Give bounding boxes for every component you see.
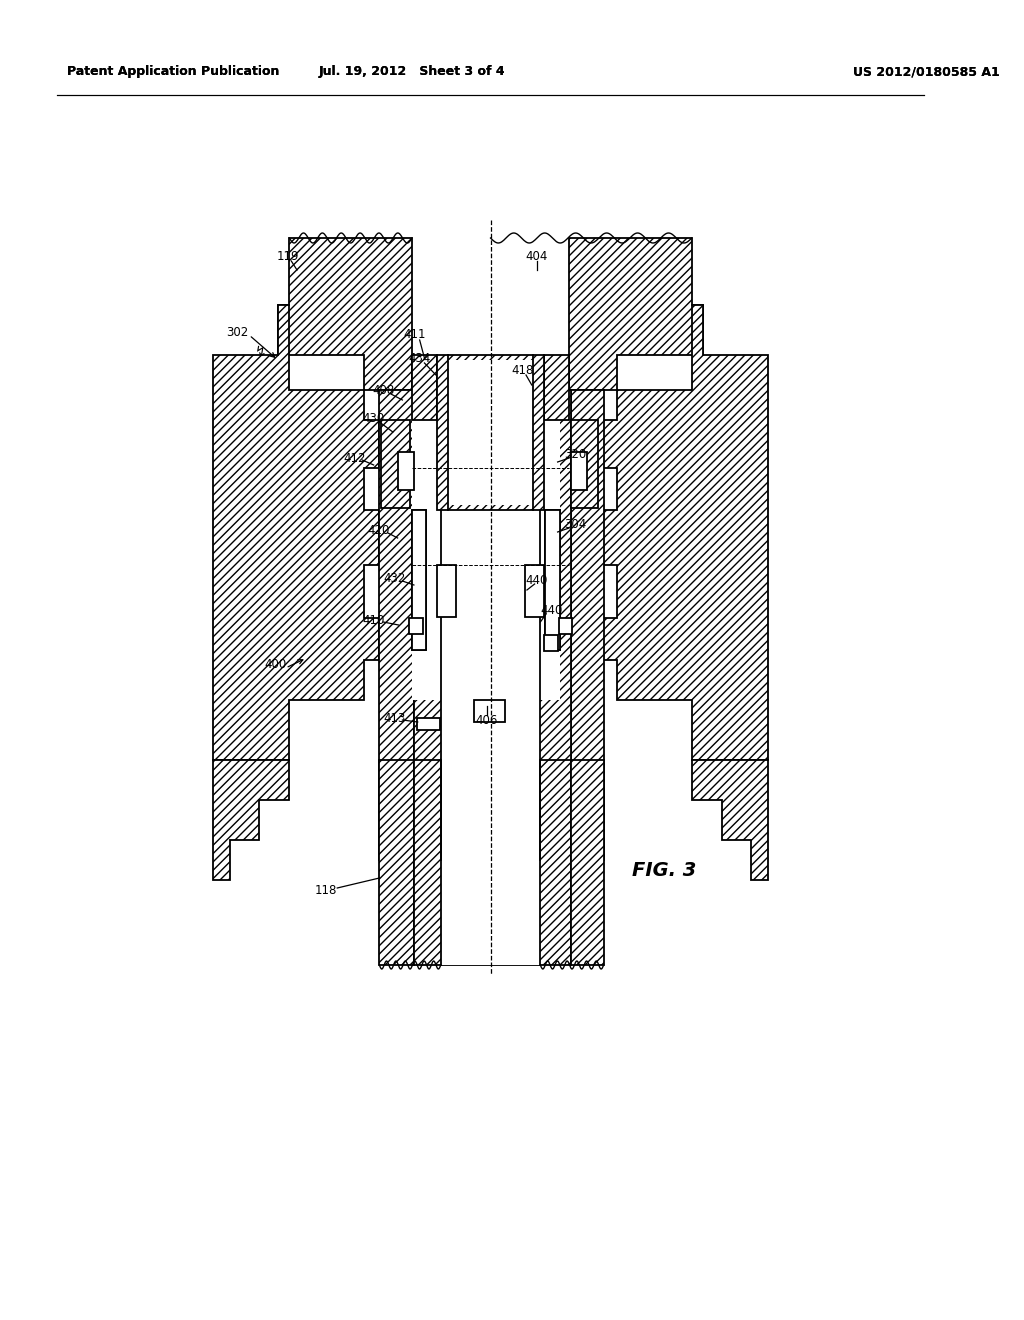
Text: Jul. 19, 2012   Sheet 3 of 4: Jul. 19, 2012 Sheet 3 of 4 <box>318 66 505 78</box>
Text: 430: 430 <box>362 412 385 425</box>
Bar <box>440 389 541 861</box>
Bar <box>544 355 569 420</box>
Bar <box>417 718 439 730</box>
Polygon shape <box>213 305 380 760</box>
Text: 119: 119 <box>276 249 299 263</box>
Text: US 2012/0180585 A1: US 2012/0180585 A1 <box>853 66 999 78</box>
Bar <box>545 510 559 649</box>
Bar <box>571 389 603 861</box>
Bar <box>525 565 544 616</box>
Bar <box>414 760 571 965</box>
Bar <box>440 760 541 965</box>
Text: 434: 434 <box>409 351 431 364</box>
Bar <box>380 389 414 861</box>
Text: 410: 410 <box>362 614 385 627</box>
Text: 412: 412 <box>343 451 366 465</box>
Bar <box>544 635 558 651</box>
Bar <box>437 565 456 616</box>
Text: 302: 302 <box>226 326 249 338</box>
Bar <box>545 510 559 649</box>
Text: US 2012/0180585 A1: US 2012/0180585 A1 <box>853 66 999 78</box>
Text: Patent Application Publication: Patent Application Publication <box>67 66 280 78</box>
Text: 432: 432 <box>384 572 406 585</box>
Text: 304: 304 <box>564 519 586 532</box>
Text: 440: 440 <box>541 603 563 616</box>
Bar <box>412 355 437 420</box>
Bar <box>414 389 571 861</box>
Text: 440: 440 <box>525 573 548 586</box>
Bar <box>412 355 559 700</box>
Bar <box>412 510 426 649</box>
Bar <box>410 618 423 634</box>
Bar <box>437 355 544 420</box>
Polygon shape <box>569 238 703 389</box>
Bar <box>397 451 414 490</box>
Text: ↯: ↯ <box>255 345 266 359</box>
Text: 406: 406 <box>475 714 498 726</box>
Bar <box>474 700 505 722</box>
Bar <box>571 420 598 508</box>
Text: 320: 320 <box>564 449 586 462</box>
Text: 420: 420 <box>368 524 390 536</box>
Polygon shape <box>692 760 768 880</box>
Text: 408: 408 <box>372 384 394 396</box>
Polygon shape <box>213 760 290 880</box>
Bar <box>449 360 532 506</box>
Bar <box>381 420 410 508</box>
Bar <box>571 451 588 490</box>
Text: 400: 400 <box>265 659 287 672</box>
Text: 404: 404 <box>525 249 548 263</box>
Text: 413: 413 <box>384 711 406 725</box>
Text: 418: 418 <box>511 363 534 376</box>
Text: Jul. 19, 2012   Sheet 3 of 4: Jul. 19, 2012 Sheet 3 of 4 <box>318 66 505 78</box>
Bar <box>558 618 572 634</box>
Text: 118: 118 <box>314 883 337 896</box>
Text: Patent Application Publication: Patent Application Publication <box>67 66 280 78</box>
Text: 411: 411 <box>403 329 426 342</box>
Polygon shape <box>602 305 768 760</box>
Bar <box>380 760 414 965</box>
Polygon shape <box>278 238 412 389</box>
Bar <box>437 355 544 510</box>
Text: FIG. 3: FIG. 3 <box>633 861 696 879</box>
Bar <box>412 510 426 649</box>
Bar <box>571 760 603 965</box>
